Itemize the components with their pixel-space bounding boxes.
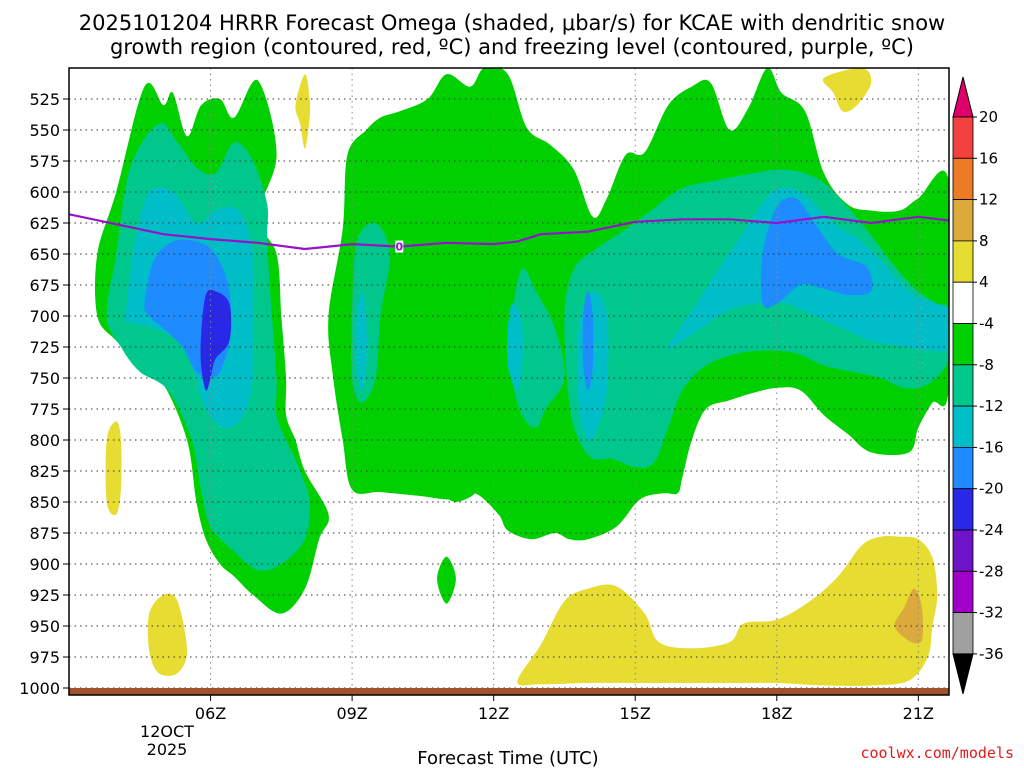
y-tick-label: 775 — [29, 400, 60, 419]
colorbar-label: 12 — [979, 191, 998, 209]
y-tick-label: 975 — [29, 648, 60, 667]
x-axis-ticks: 06Z 09Z 12Z 15Z 18Z 21Z — [195, 695, 934, 723]
colorbar-label: -4 — [979, 315, 994, 333]
date-label-year: 2025 — [147, 740, 188, 759]
y-tick-label: 950 — [29, 617, 60, 636]
colorbar-label: 8 — [979, 232, 989, 250]
x-tick-label: 15Z — [620, 704, 651, 723]
colorbar-bottom-arrow — [952, 653, 974, 695]
colorbar-bin — [952, 612, 974, 655]
omega-region-0-2 — [441, 487, 475, 503]
colorbar-label: -32 — [979, 604, 1004, 622]
colorbar-label: 16 — [979, 149, 998, 167]
y-tick-label: 825 — [29, 462, 60, 481]
y-tick-label: 750 — [29, 369, 60, 388]
colorbar-label: -12 — [979, 397, 1004, 415]
x-axis-label: Forecast Time (UTC) — [417, 748, 598, 768]
freezing-level-label: 0 — [395, 241, 403, 254]
plot-frame — [68, 67, 950, 696]
colorbar: 20 16 12 8 4 -4 -8 -12 -16 -20 -24 -28 -32 -36 — [952, 76, 1004, 695]
y-axis-ticks: 525 550 575 600 625 650 675 700 725 750 775 800 825 8… — [19, 90, 69, 698]
colorbar-bin — [952, 199, 974, 242]
colorbar-label: 20 — [979, 108, 998, 126]
colorbar-bin — [952, 488, 974, 531]
y-tick-label: 625 — [29, 214, 60, 233]
y-tick-label: 850 — [29, 493, 60, 512]
omega-region-4-0 — [200, 289, 232, 391]
freezing-level-line — [69, 213, 949, 251]
colorbar-bin — [952, 405, 974, 448]
y-tick-label: 725 — [29, 338, 60, 357]
y-tick-label: 1000 — [19, 679, 60, 698]
date-label-day: 12OCT — [140, 722, 194, 741]
omega-region-0-3 — [437, 556, 456, 604]
x-tick-label: 18Z — [761, 704, 792, 723]
colorbar-label: -16 — [979, 438, 1004, 456]
colorbar-top-arrow — [952, 76, 974, 118]
omega-region-3-2 — [760, 197, 873, 309]
credit-link[interactable]: coolwx.com/models — [860, 744, 1014, 762]
x-tick-label: 21Z — [903, 704, 934, 723]
x-tick-label: 06Z — [195, 704, 226, 723]
chart-title-line-1: 2025101204 HRRR Forecast Omega (shaded, … — [79, 11, 945, 35]
omega-region-5-2 — [147, 593, 187, 676]
colorbar-bin — [952, 157, 974, 201]
omega-region-6-0 — [894, 588, 923, 644]
y-tick-label: 925 — [29, 586, 60, 605]
y-tick-label: 700 — [29, 307, 60, 326]
y-tick-label: 900 — [29, 555, 60, 574]
omega-region-2-1 — [356, 291, 367, 391]
x-tick-label: 09Z — [336, 704, 367, 723]
colorbar-label: -8 — [979, 356, 994, 374]
colorbar-bin — [952, 570, 974, 613]
colorbar-label: 4 — [979, 273, 989, 291]
y-tick-label: 800 — [29, 431, 60, 450]
y-tick-label: 550 — [29, 121, 60, 140]
omega-region-3-1 — [582, 291, 594, 391]
colorbar-label: -36 — [979, 645, 1004, 663]
omega-shaded-fields — [94, 68, 949, 686]
y-tick-label: 575 — [29, 152, 60, 171]
colorbar-bin — [952, 116, 974, 159]
y-tick-label: 600 — [29, 183, 60, 202]
colorbar-bin — [952, 364, 974, 407]
omega-region-5-3 — [517, 535, 938, 686]
y-tick-label: 525 — [29, 90, 60, 109]
y-tick-label: 875 — [29, 524, 60, 543]
colorbar-bin — [952, 529, 974, 572]
colorbar-label: -24 — [979, 521, 1004, 539]
colorbar-label: -28 — [979, 562, 1004, 580]
freezing-label-bg — [395, 240, 404, 253]
y-tick-label: 675 — [29, 276, 60, 295]
colorbar-bin — [952, 446, 974, 490]
colorbar-label: -20 — [979, 480, 1004, 498]
colorbar-bin — [952, 281, 974, 324]
freezing-level-group: 0 — [69, 213, 949, 254]
ground-strip — [69, 688, 949, 695]
y-tick-label: 650 — [29, 245, 60, 264]
chart-title-line-2: growth region (contoured, red, ºC) and f… — [110, 35, 914, 59]
omega-region-5-4 — [822, 68, 872, 112]
omega-region-1-2 — [511, 268, 565, 428]
colorbar-bin — [952, 323, 974, 366]
x-tick-label: 12Z — [478, 704, 509, 723]
omega-region-5-1 — [105, 421, 122, 516]
colorbar-bin — [952, 240, 974, 283]
